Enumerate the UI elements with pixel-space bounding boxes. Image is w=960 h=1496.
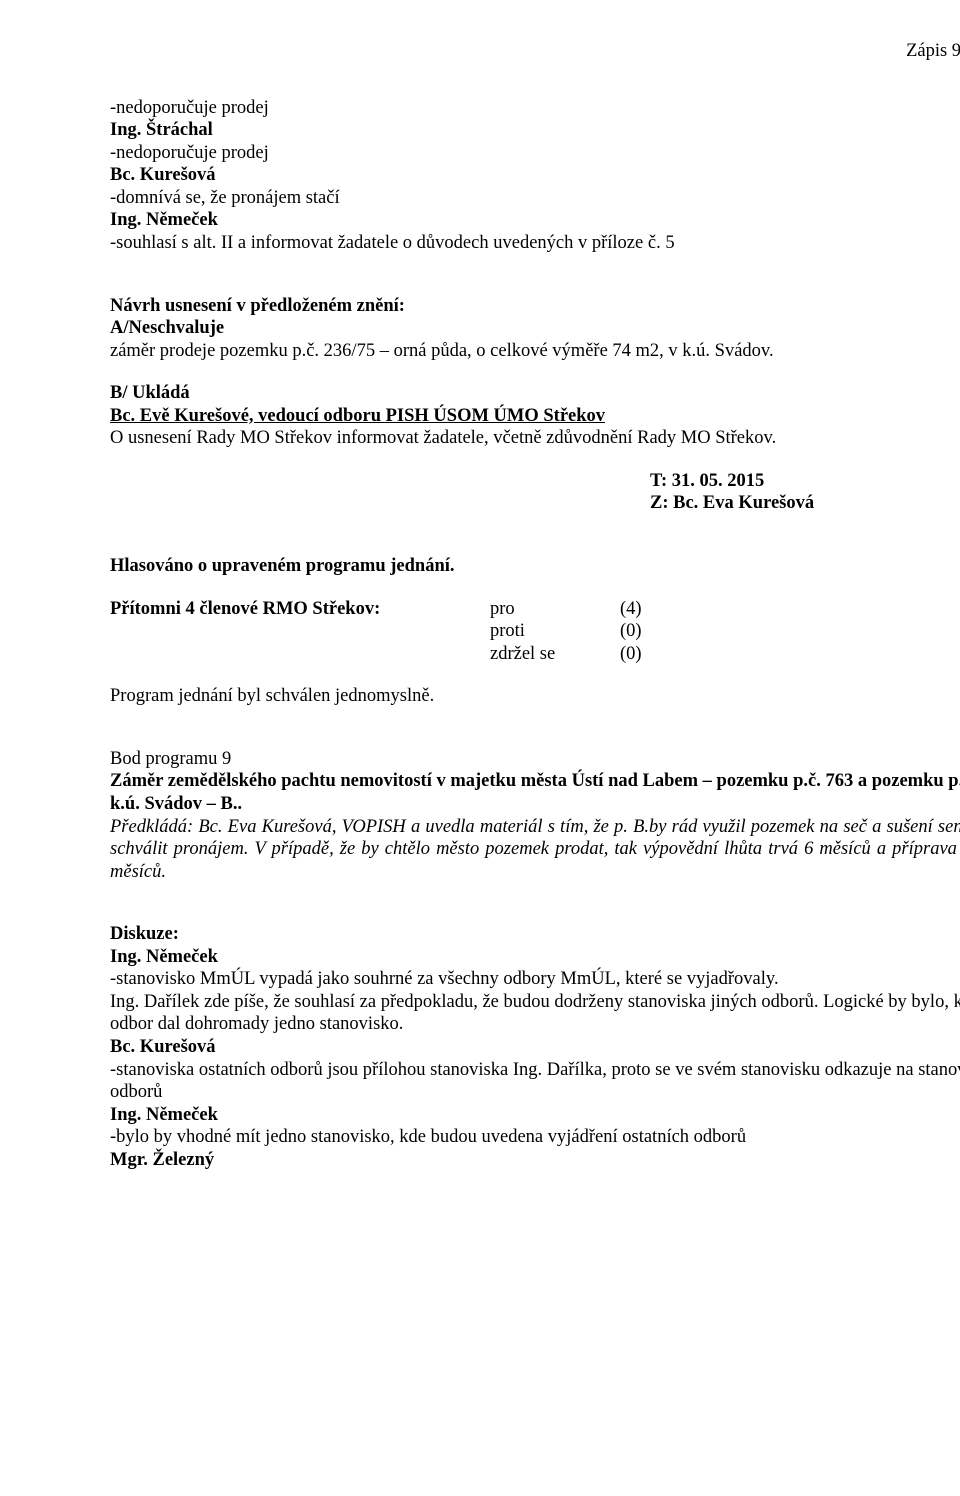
vote-label: pro: [490, 598, 620, 621]
agenda-item-submitter: Předkládá: Bc. Eva Kurešová, VOPISH a uv…: [110, 816, 960, 884]
responsible-line: Z: Bc. Eva Kurešová: [650, 492, 960, 515]
page-header-right: Zápis 9.RMO Střekov: [110, 40, 960, 63]
opinion-person: Ing. Štráchal: [110, 119, 960, 142]
discussion-person: Ing. Němeček: [110, 1104, 960, 1127]
vote-table: Přítomni 4 členové RMO Střekov: pro (4) …: [110, 598, 680, 666]
proposal-part-b-to: Bc. Evě Kurešové, vedoucí odboru PISH ÚS…: [110, 405, 960, 428]
deadline-responsible-block: T: 31. 05. 2015 Z: Bc. Eva Kurešová: [650, 470, 960, 515]
discussion-line: -stanoviska ostatních odborů jsou příloh…: [110, 1059, 960, 1104]
agenda-item-number: Bod programu 9: [110, 748, 960, 771]
opinion-line: -nedoporučuje prodej: [110, 142, 960, 165]
proposal-block: Návrh usnesení v předloženém znění: A/Ne…: [110, 295, 960, 450]
discussion-line: Ing. Dařílek zde píše, že souhlasí za př…: [110, 991, 960, 1036]
vote-block: Hlasováno o upraveném programu jednání. …: [110, 555, 960, 708]
proposal-part-b-label: B/ Ukládá: [110, 382, 960, 405]
opinion-line: -nedoporučuje prodej: [110, 97, 960, 120]
proposal-title: Návrh usnesení v předloženém znění:: [110, 295, 960, 318]
discussion-person: Bc. Kurešová: [110, 1036, 960, 1059]
vote-count: (4): [620, 598, 680, 621]
opinion-person: Ing. Němeček: [110, 209, 960, 232]
proposal-part-a-label: A/Neschvaluje: [110, 317, 960, 340]
vote-count: (0): [620, 620, 680, 643]
opinion-block: -nedoporučuje prodej Ing. Štráchal -nedo…: [110, 97, 960, 255]
discussion-heading: Diskuze:: [110, 923, 960, 946]
discussion-line: -bylo by vhodné mít jedno stanovisko, kd…: [110, 1126, 960, 1149]
discussion-person: Ing. Němeček: [110, 946, 960, 969]
opinion-line: -domnívá se, že pronájem stačí: [110, 187, 960, 210]
agenda-item-9: Bod programu 9 Záměr zemědělského pachtu…: [110, 748, 960, 883]
deadline-line: T: 31. 05. 2015: [650, 470, 960, 493]
discussion-block: Diskuze: Ing. Němeček -stanovisko MmÚL v…: [110, 923, 960, 1171]
agenda-item-title: Záměr zemědělského pachtu nemovitostí v …: [110, 770, 960, 815]
proposal-part-b-text: O usnesení Rady MO Střekov informovat ža…: [110, 427, 960, 450]
vote-result: Program jednání byl schválen jednomyslně…: [110, 685, 960, 708]
proposal-part-a-text: záměr prodeje pozemku p.č. 236/75 – orná…: [110, 340, 960, 363]
vote-label: proti: [490, 620, 620, 643]
discussion-line: -stanovisko MmÚL vypadá jako souhrné za …: [110, 968, 960, 991]
discussion-person: Mgr. Železný: [110, 1149, 960, 1172]
vote-label: zdržel se: [490, 643, 620, 666]
opinion-person: Bc. Kurešová: [110, 164, 960, 187]
vote-present: Přítomni 4 členové RMO Střekov:: [110, 598, 490, 621]
opinion-line: -souhlasí s alt. II a informovat žadatel…: [110, 232, 960, 255]
vote-count: (0): [620, 643, 680, 666]
vote-heading: Hlasováno o upraveném programu jednání.: [110, 555, 960, 578]
